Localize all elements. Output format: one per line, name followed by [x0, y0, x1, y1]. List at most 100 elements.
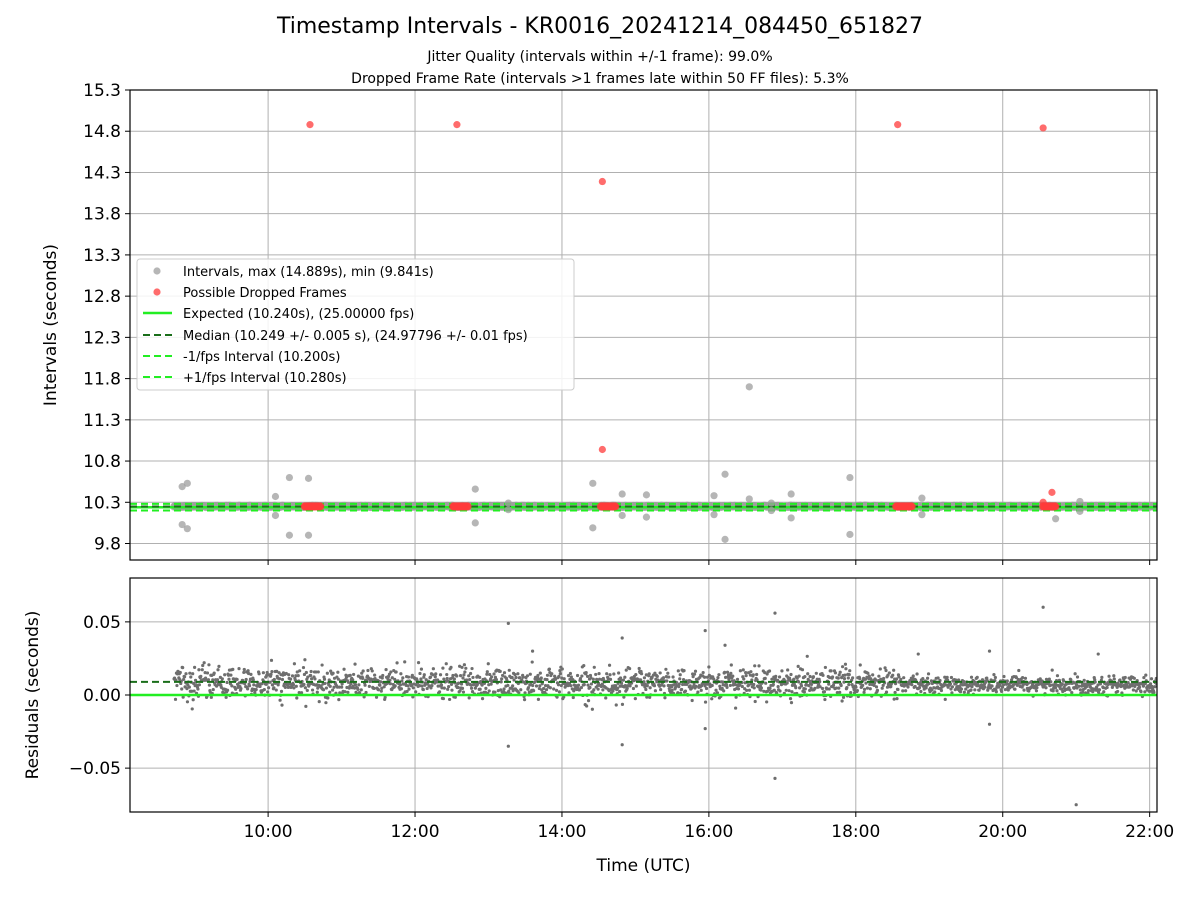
residual-point	[462, 663, 466, 667]
residual-point	[910, 683, 914, 687]
residual-point	[655, 674, 659, 678]
residual-point	[292, 662, 297, 666]
residual-point	[723, 643, 727, 647]
residual-point	[827, 682, 831, 686]
residual-point	[361, 669, 365, 673]
residual-point	[589, 676, 593, 680]
residual-point	[604, 696, 608, 700]
residual-point	[703, 700, 708, 704]
interval-point	[767, 506, 775, 515]
residual-point	[773, 611, 777, 615]
residual-point	[625, 686, 629, 690]
residual-point	[575, 673, 580, 678]
residual-point	[185, 700, 190, 704]
residual-point	[422, 673, 426, 677]
residual-point	[346, 690, 350, 694]
residual-point	[521, 675, 525, 679]
residual-point	[894, 677, 899, 681]
residual-point	[1133, 684, 1137, 689]
residual-point	[877, 674, 881, 678]
residual-point	[489, 682, 493, 686]
residual-point	[599, 684, 604, 689]
residual-point	[620, 743, 624, 747]
residual-point	[1081, 690, 1085, 694]
residual-point	[667, 675, 671, 679]
residual-point	[753, 664, 757, 668]
residual-point	[823, 697, 827, 702]
residual-point	[463, 670, 467, 674]
residual-point	[591, 677, 595, 681]
legend-entry-label: Expected (10.240s), (25.00000 fps)	[183, 307, 414, 322]
residual-point	[1060, 682, 1064, 686]
residual-point	[774, 674, 778, 678]
residual-point	[499, 680, 503, 684]
residual-point	[303, 658, 307, 662]
residual-point	[737, 683, 742, 687]
residual-point	[792, 677, 796, 681]
residual-point	[847, 673, 851, 677]
residual-point	[522, 698, 527, 702]
residual-point	[473, 686, 477, 690]
residual-point	[290, 674, 295, 678]
residual-point	[316, 686, 320, 690]
residual-point	[1023, 676, 1028, 680]
residual-point	[653, 689, 658, 693]
residual-point	[643, 685, 647, 689]
residual-point	[336, 670, 340, 674]
residual-point	[458, 674, 463, 678]
residual-point	[438, 673, 443, 677]
residual-point	[1112, 674, 1116, 678]
residual-point	[854, 685, 858, 689]
residuals-plot: −0.05 0.00 0.05 10:00 12:00 14:00 16:00 18:00 20…	[23, 577, 1174, 876]
residual-point	[804, 682, 808, 686]
residual-point	[849, 691, 853, 695]
residual-point	[950, 691, 954, 695]
residual-point	[444, 662, 448, 666]
residual-point	[757, 664, 761, 668]
chart-subtitle-dropped: Dropped Frame Rate (intervals >1 frames …	[351, 71, 849, 87]
residual-point	[1022, 688, 1026, 692]
residual-point	[400, 679, 404, 683]
residual-point	[388, 682, 392, 686]
residual-point	[592, 688, 596, 692]
residual-point	[1132, 676, 1136, 680]
residual-point	[784, 688, 788, 692]
residual-point	[710, 683, 714, 688]
residual-point	[212, 671, 216, 675]
dropped-frame-point	[907, 502, 916, 511]
residual-point	[883, 666, 887, 670]
residual-point	[830, 675, 835, 679]
residual-point	[702, 675, 707, 679]
residual-point	[823, 665, 827, 670]
residual-point	[225, 680, 229, 685]
residual-points	[172, 605, 1157, 807]
residual-point	[862, 687, 867, 691]
residual-point	[678, 677, 682, 681]
residual-point	[869, 677, 873, 681]
residual-point	[449, 682, 454, 686]
residual-point	[1152, 690, 1156, 694]
residual-point	[1116, 689, 1120, 694]
residual-point	[1091, 687, 1095, 691]
residual-point	[353, 662, 357, 666]
residual-point	[633, 697, 637, 701]
residual-point	[393, 684, 397, 688]
residual-point	[993, 675, 997, 680]
residual-point	[868, 687, 872, 691]
interval-point	[618, 511, 626, 520]
residual-point	[306, 675, 310, 679]
residual-point	[412, 682, 416, 686]
residual-point	[778, 689, 782, 693]
residual-point	[580, 674, 584, 678]
y-tick-label: 15.3	[83, 81, 121, 101]
residual-point	[287, 673, 291, 677]
residual-point	[299, 691, 304, 695]
residual-point	[1100, 675, 1104, 679]
residual-point	[328, 684, 332, 688]
residual-point	[977, 688, 981, 692]
residual-point	[234, 687, 238, 691]
residual-point	[987, 649, 992, 653]
residual-point	[1123, 675, 1127, 680]
interval-point	[721, 470, 729, 478]
residual-point	[1148, 686, 1152, 690]
